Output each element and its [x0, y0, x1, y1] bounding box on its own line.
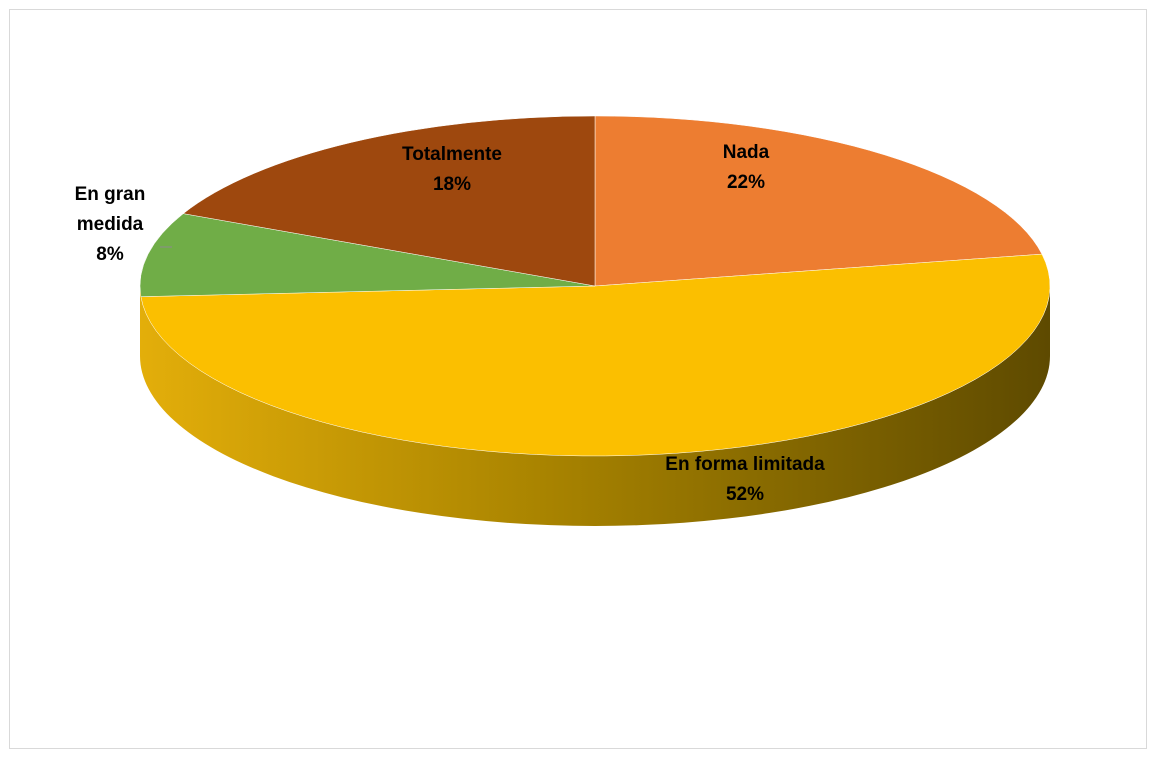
pie-slice-totalmente[interactable] — [182, 115, 596, 287]
pie-side-wall — [140, 286, 1050, 526]
chart-area: Nada 22% En forma limitada 52% En gran medida… — [9, 9, 1147, 749]
data-label-nada: Nada 22% — [723, 142, 770, 193]
data-label-en-gran-medida: En gran medida 8% — [75, 184, 146, 265]
pie-slice-en-forma-limitada[interactable] — [140, 253, 1051, 457]
pie-slice-nada[interactable] — [594, 115, 1043, 287]
data-label-en-forma-limitada: En forma limitada 52% — [665, 454, 825, 505]
pie-chart: Nada 22% En forma limitada 52% En gran medida… — [75, 115, 1051, 526]
data-label-totalmente: Totalmente 18% — [402, 144, 502, 195]
pie-slice-en-gran-medida[interactable] — [139, 213, 596, 297]
